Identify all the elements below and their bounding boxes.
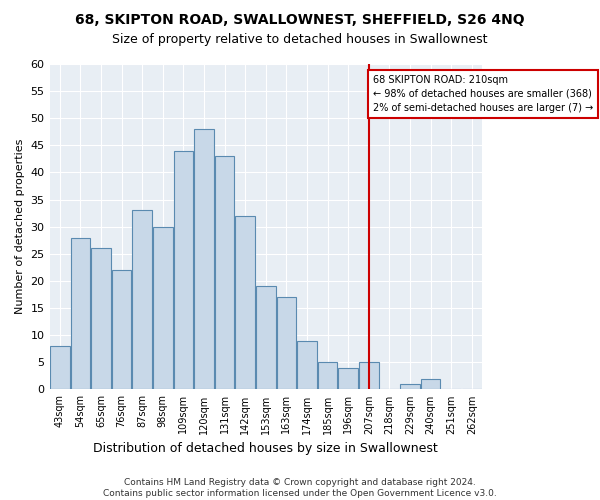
Bar [256, 286, 275, 390]
Bar [421, 378, 440, 390]
Bar [133, 210, 152, 390]
Bar [215, 156, 235, 390]
Bar [277, 297, 296, 390]
Bar [71, 238, 90, 390]
Bar [318, 362, 337, 390]
Bar [91, 248, 111, 390]
Bar [153, 226, 173, 390]
Text: 68, SKIPTON ROAD, SWALLOWNEST, SHEFFIELD, S26 4NQ: 68, SKIPTON ROAD, SWALLOWNEST, SHEFFIELD… [75, 12, 525, 26]
Bar [235, 216, 255, 390]
Text: Size of property relative to detached houses in Swallownest: Size of property relative to detached ho… [112, 32, 488, 46]
Bar [112, 270, 131, 390]
Y-axis label: Number of detached properties: Number of detached properties [15, 139, 25, 314]
X-axis label: Distribution of detached houses by size in Swallownest: Distribution of detached houses by size … [94, 442, 438, 455]
Text: Contains HM Land Registry data © Crown copyright and database right 2024.
Contai: Contains HM Land Registry data © Crown c… [103, 478, 497, 498]
Bar [359, 362, 379, 390]
Bar [297, 340, 317, 390]
Bar [400, 384, 420, 390]
Bar [50, 346, 70, 390]
Text: 68 SKIPTON ROAD: 210sqm
← 98% of detached houses are smaller (368)
2% of semi-de: 68 SKIPTON ROAD: 210sqm ← 98% of detache… [373, 75, 593, 113]
Bar [338, 368, 358, 390]
Bar [194, 129, 214, 390]
Bar [173, 151, 193, 390]
